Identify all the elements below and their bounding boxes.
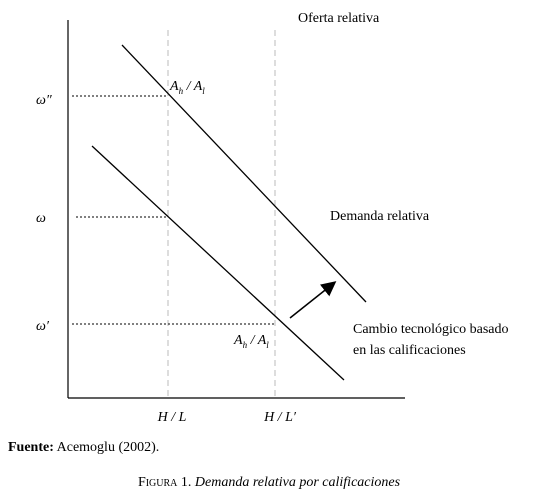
y-label: ω	[36, 211, 46, 226]
ratio-part: A	[193, 79, 203, 94]
shift-label: Cambio tecnológico basado	[353, 322, 509, 337]
x-label: H / L	[157, 410, 187, 425]
source-prefix: Fuente:	[8, 440, 54, 455]
y-label: ω″	[36, 93, 52, 108]
ratio-part: l	[266, 340, 269, 350]
caption-number: Figura 1.	[138, 475, 191, 490]
ratio-label: Ah / Al	[233, 333, 269, 350]
supply-label: Oferta relativa	[298, 11, 380, 26]
ratio-part: A	[233, 333, 243, 348]
caption: Figura 1. Demanda relativa por calificac…	[138, 475, 401, 490]
ratio-part: /	[183, 79, 194, 94]
demand-curve-upper	[121, 44, 367, 303]
shift-arrow	[289, 281, 337, 319]
ratio-label: Ah / Al	[169, 79, 205, 96]
ratio-part: A	[257, 333, 267, 348]
ratio-part: h	[243, 340, 248, 350]
source-text: Acemoglu (2002).	[57, 440, 160, 455]
x-label: H / L′	[263, 410, 297, 425]
ratio-part: h	[179, 86, 184, 96]
source: Fuente: Acemoglu (2002).	[8, 440, 159, 455]
demand-label: Demanda relativa	[330, 209, 430, 224]
y-label: ω′	[36, 319, 50, 334]
shift-label: en las calificaciones	[353, 343, 466, 358]
demand-curve-lower	[91, 145, 345, 381]
caption-text: Demanda relativa por calificaciones	[194, 475, 401, 490]
ratio-part: l	[202, 86, 205, 96]
ratio-part: A	[169, 79, 179, 94]
ratio-part: /	[247, 333, 258, 348]
